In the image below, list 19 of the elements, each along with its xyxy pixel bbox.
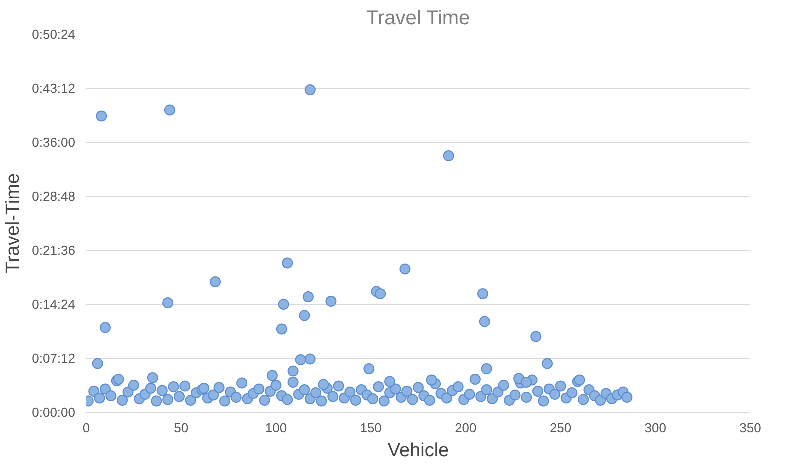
y-tick-label: 0:50:24 <box>32 27 76 42</box>
x-tick-label: 300 <box>644 420 666 436</box>
y-axis-title: Travel-Time <box>3 174 24 274</box>
x-tick-label: 100 <box>265 420 288 436</box>
chart-title: Travel Time <box>366 8 470 30</box>
x-tick-label: 0 <box>82 420 90 436</box>
y-tick-label: 0:07:12 <box>32 351 76 366</box>
x-axis-title: Vehicle <box>388 440 450 462</box>
x-tick-label: 150 <box>360 420 382 436</box>
y-tick-label: 0:21:36 <box>32 243 76 258</box>
x-tick-label: 350 <box>740 420 762 436</box>
y-tick-label: 0:43:12 <box>32 81 76 96</box>
y-tick-label: 0:36:00 <box>32 135 76 150</box>
y-tick-label: 0:00:00 <box>32 405 76 420</box>
x-tick-label: 200 <box>455 420 477 436</box>
y-tick-label: 0:28:48 <box>32 189 76 204</box>
x-tick-label: 250 <box>550 420 572 436</box>
y-tick-label: 0:14:24 <box>32 297 76 312</box>
x-tick-label: 50 <box>174 420 189 436</box>
